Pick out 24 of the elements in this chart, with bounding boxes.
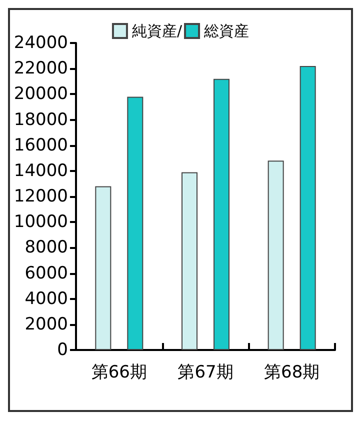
y-tick-label: 16000 [14, 135, 68, 156]
bar [300, 66, 316, 350]
x-tick-label: 第66期 [91, 362, 147, 382]
legend-label: 純資産/ [132, 22, 183, 40]
y-tick-label: 10000 [14, 212, 68, 232]
bar [127, 96, 144, 350]
bar [268, 160, 284, 350]
y-tick-label: 2000 [24, 314, 68, 334]
bar [214, 78, 230, 350]
y-tick-label: 0 [57, 340, 68, 360]
legend-label: 総資産 [203, 22, 250, 40]
x-tick-label: 第68期 [264, 362, 320, 382]
x-tick-label: 第67期 [178, 362, 234, 382]
y-tick-label: 20000 [14, 84, 68, 104]
bar [95, 186, 112, 350]
y-tick-label: 6000 [24, 263, 68, 284]
y-tick-label: 12000 [14, 186, 68, 206]
bar [182, 172, 198, 350]
y-tick-label: 4000 [24, 288, 68, 309]
y-tick-label: 8000 [24, 238, 68, 258]
y-tick-label: 14000 [14, 160, 68, 181]
y-tick-label: 18000 [14, 110, 68, 130]
y-tick-label: 22000 [14, 58, 68, 79]
y-tick-label: 24000 [14, 33, 68, 53]
